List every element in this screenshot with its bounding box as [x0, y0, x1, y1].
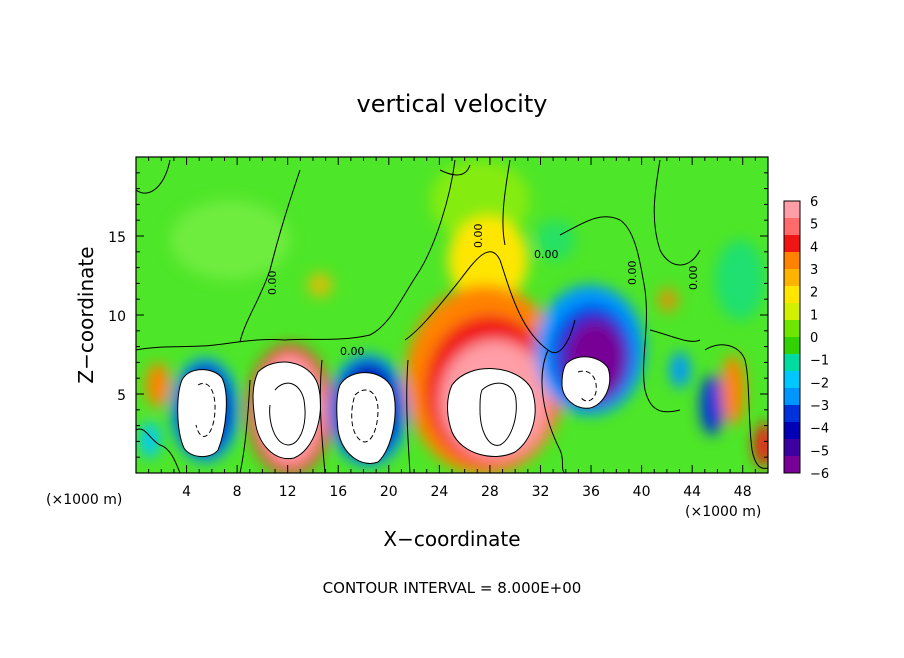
- colorbar-label: 1: [810, 308, 818, 323]
- x-tick-label: 32: [532, 484, 550, 500]
- x-tick-label: 4: [182, 484, 191, 500]
- colorbar-swatch: [784, 201, 800, 219]
- contour-label: 0.00: [687, 266, 700, 291]
- colorbar-swatch: [784, 405, 800, 423]
- colorbar-label: −2: [810, 376, 829, 391]
- x-tick-label: 28: [481, 484, 499, 500]
- x-tick-label: 36: [582, 484, 600, 500]
- x-tick-labels: 4 8 12 16 20 24 28 32 36 40 44 48: [182, 484, 752, 500]
- colorbar-label: −4: [810, 422, 829, 437]
- x-tick-label: 40: [633, 484, 651, 500]
- colorbar-label: 6: [810, 195, 818, 210]
- x-multiplier-right: (×1000 m): [685, 504, 761, 520]
- colorbar-swatch: [784, 439, 800, 457]
- x-tick-label: 12: [279, 484, 297, 500]
- y-tick-label: 10: [108, 309, 126, 325]
- y-axis-label: Z−coordinate: [74, 246, 98, 383]
- colorbar-swatch: [784, 320, 800, 338]
- colorbar-label: 5: [810, 218, 818, 233]
- colorbar-label: 3: [810, 263, 818, 278]
- colorbar-swatch: [784, 337, 800, 355]
- colorbar-swatches: [784, 201, 800, 474]
- x-tick-label: 8: [233, 484, 242, 500]
- colorbar-label: 4: [810, 240, 818, 255]
- colorbar-label: −1: [810, 354, 829, 369]
- x-multiplier-left: (×1000 m): [46, 492, 122, 508]
- colorbar-swatch: [784, 252, 800, 270]
- colorbar-swatch: [784, 218, 800, 236]
- colorbar-labels: 6 5 4 3 2 1 0 −1 −2 −3 −4 −5 −6: [810, 195, 829, 482]
- x-tick-label: 44: [683, 484, 701, 500]
- colorbar-swatch: [784, 286, 800, 304]
- contour-label: 0.00: [266, 271, 279, 296]
- contour-label: 0.00: [626, 261, 639, 286]
- colorbar-swatch: [784, 456, 800, 474]
- x-tick-label: 16: [329, 484, 347, 500]
- colorbar-frame: [783, 200, 801, 474]
- colorbar-label: 2: [810, 286, 818, 301]
- colorbar-swatch: [784, 388, 800, 406]
- chart-title: vertical velocity: [357, 90, 548, 118]
- x-axis-label: X−coordinate: [383, 527, 520, 551]
- contour-label: 0.00: [534, 248, 559, 261]
- contour-label: 0.00: [340, 345, 365, 358]
- colorbar-label: −3: [810, 399, 829, 414]
- x-tick-label: 48: [734, 484, 752, 500]
- y-tick-label: 15: [108, 230, 126, 246]
- plot-area: 0.00 0.00 0.00 0.00 0.00 0.00: [136, 157, 768, 473]
- y-tick-label: 5: [117, 388, 126, 404]
- colorbar-swatch: [784, 422, 800, 440]
- colorbar-label: −6: [810, 467, 829, 482]
- contour-labels: 0.00 0.00 0.00 0.00 0.00 0.00: [266, 224, 700, 359]
- y-tick-labels: 5 10 15: [108, 230, 126, 404]
- colorbar-swatch: [784, 235, 800, 253]
- colorbar-swatch: [784, 371, 800, 389]
- colorbar-label: 0: [810, 331, 818, 346]
- axis-ticks: [136, 157, 768, 473]
- contour-label: 0.00: [472, 224, 485, 249]
- x-tick-label: 20: [380, 484, 398, 500]
- colorbar-swatch: [784, 354, 800, 372]
- colorbar-swatch: [784, 269, 800, 287]
- contour-interval-note: CONTOUR INTERVAL = 8.000E+00: [323, 579, 582, 597]
- colorbar-swatch: [784, 303, 800, 321]
- colorbar-label: −5: [810, 444, 829, 459]
- contour-lines: [136, 159, 768, 473]
- colorbar: 6 5 4 3 2 1 0 −1 −2 −3 −4 −5 −6: [783, 195, 829, 482]
- x-tick-label: 24: [430, 484, 448, 500]
